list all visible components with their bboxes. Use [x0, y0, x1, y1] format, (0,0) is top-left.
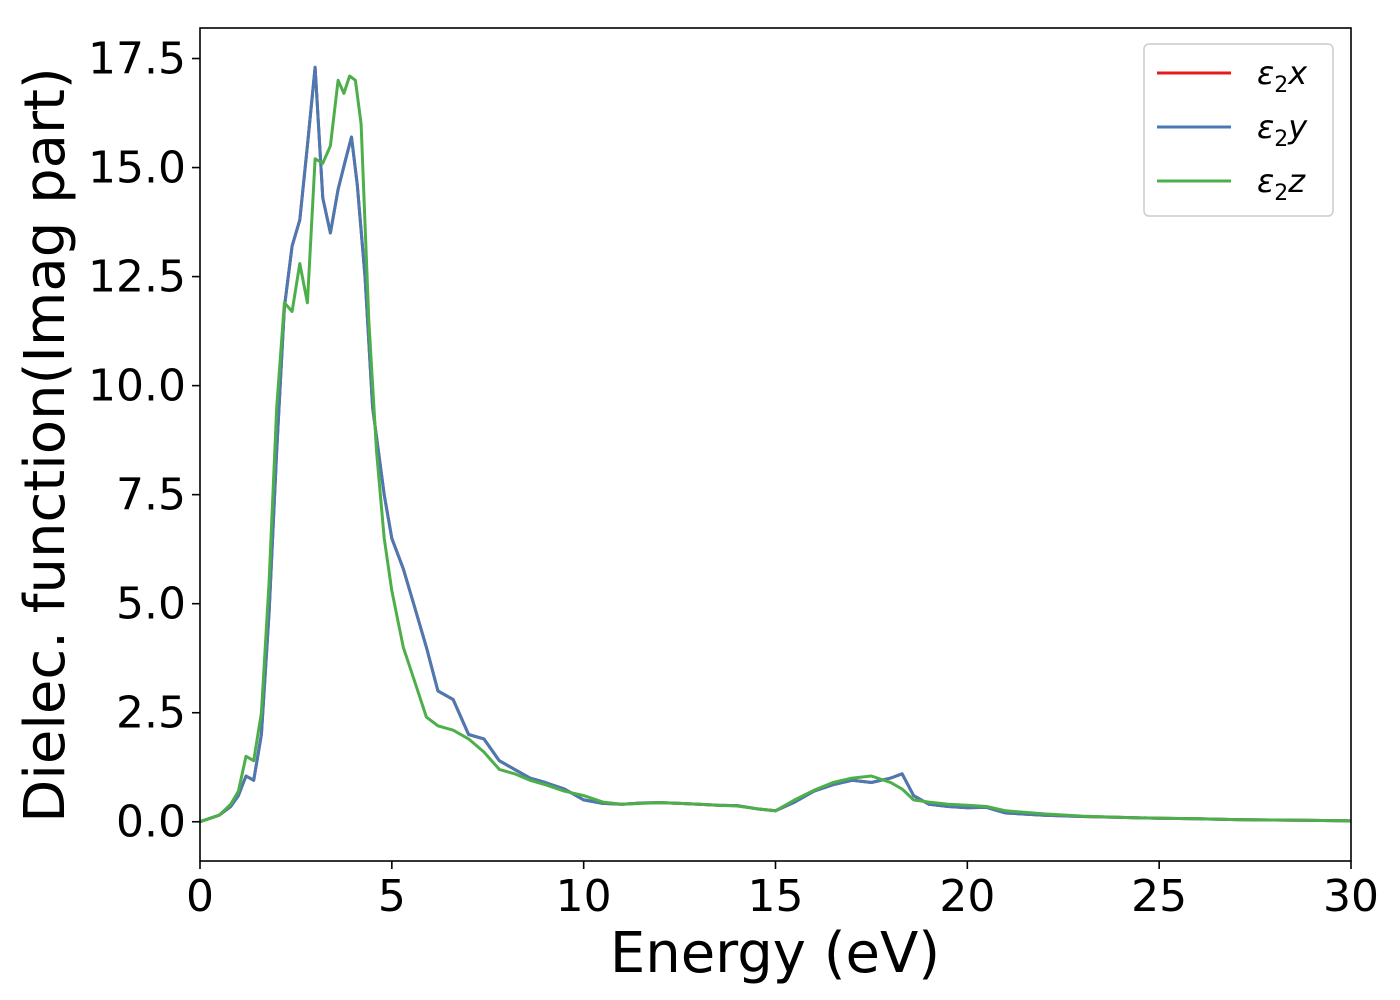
- y-tick-label: 0.0: [116, 797, 186, 848]
- x-axis-label: Energy (eV): [610, 921, 940, 986]
- y-tick-label: 12.5: [88, 252, 186, 303]
- y-tick-label: 7.5: [116, 470, 186, 521]
- x-tick-label: 25: [1131, 871, 1187, 922]
- x-tick-label: 5: [378, 871, 406, 922]
- x-tick-label: 20: [939, 871, 995, 922]
- x-tick-label: 10: [556, 871, 612, 922]
- y-axis: 0.0 2.5 5.0 7.5 10.0 12.5 15.0 17.5: [88, 34, 200, 848]
- y-tick-label: 15.0: [88, 143, 186, 194]
- y-tick-label: 2.5: [116, 688, 186, 739]
- x-tick-label: 15: [748, 871, 804, 922]
- legend-label-x: ε2x: [1257, 54, 1308, 98]
- legend-label-z: ε2z: [1257, 162, 1306, 206]
- legend-frame: [1143, 43, 1334, 217]
- legend-label-y: ε2y: [1257, 108, 1308, 152]
- series-layer: [200, 65, 1351, 824]
- series-line-z: [200, 74, 1351, 824]
- y-tick-label: 5.0: [116, 579, 186, 630]
- y-axis-label: Dielec. function(Imag part): [13, 67, 78, 823]
- legend: ε2x ε2y ε2z: [1143, 43, 1334, 217]
- x-tick-label: 30: [1323, 871, 1379, 922]
- series-line-y: [200, 65, 1351, 824]
- y-tick-label: 10.0: [88, 361, 186, 412]
- x-axis: 0 5 10 15 20 25 30: [186, 861, 1379, 922]
- x-tick-label: 0: [186, 871, 214, 922]
- y-tick-label: 17.5: [88, 34, 186, 85]
